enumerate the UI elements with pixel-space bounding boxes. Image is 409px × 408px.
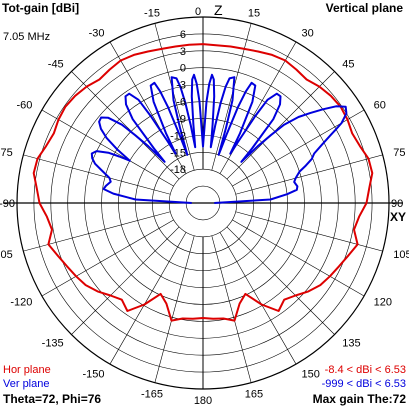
grid-spoke (232, 219, 365, 297)
angle-label: 180 (194, 395, 212, 407)
angle-label: 60 (374, 100, 386, 112)
angle-label: 105 (393, 249, 409, 261)
legend-hor-plane: Hor plane (3, 364, 51, 376)
grid-spoke (211, 235, 252, 383)
theta-phi-readout: Theta=72, Phi=76 (3, 392, 102, 406)
angle-label: 120 (374, 297, 392, 309)
grid-spoke (23, 211, 171, 252)
angle-label: 150 (302, 369, 320, 381)
grid-spoke (71, 71, 180, 180)
angle-label: -15 (144, 8, 160, 20)
grid-spoke (154, 23, 195, 171)
angle-label: 0 (195, 6, 201, 18)
plane-title: Vertical plane (325, 1, 403, 15)
series-ver-plane (90, 73, 348, 204)
radial-tick-label: 6 (180, 29, 186, 41)
radial-tick-label: -9 (176, 113, 186, 125)
angle-label: -75 (0, 147, 13, 159)
radial-tick-label: -15 (170, 147, 186, 159)
ver-gain-range: -999 < dBi < 6.53 (321, 378, 406, 390)
angle-label: -165 (141, 388, 163, 400)
axis-letter-xy: XY (390, 210, 406, 224)
angle-label: -60 (16, 100, 32, 112)
grid-spoke (226, 71, 335, 180)
angle-label: 90 (391, 198, 403, 210)
radial-tick-label: -18 (170, 164, 186, 176)
angle-label: -105 (0, 249, 13, 261)
grid-spoke (71, 226, 180, 335)
grid-spoke (41, 109, 174, 187)
axis-letter-z: Z (214, 2, 223, 18)
radial-tick-label: 0 (180, 63, 186, 75)
angle-label: 165 (245, 388, 263, 400)
angle-label: 75 (393, 147, 405, 159)
radial-tick-label: -3 (176, 80, 186, 92)
hor-gain-range: -8.4 < dBi < 6.53 (324, 364, 406, 376)
legend-ver-plane: Ver plane (3, 378, 50, 390)
radial-tick-label: 3 (180, 46, 186, 58)
grid-spoke (23, 154, 171, 195)
angle-label: -150 (82, 369, 104, 381)
grid-spoke (211, 23, 252, 171)
grid-spoke (154, 235, 195, 383)
grid-spoke (41, 219, 174, 297)
angle-label: -45 (48, 59, 64, 71)
polar-grid (3, 16, 403, 390)
angle-label: 135 (342, 337, 360, 349)
angle-label: -90 (0, 198, 15, 210)
frequency-label: 7.05 MHz (3, 31, 51, 43)
angle-label: -135 (42, 337, 64, 349)
grid-spoke (219, 232, 297, 365)
angle-label: 15 (248, 8, 260, 20)
grid-spoke (235, 211, 383, 252)
series-hor-plane (32, 43, 374, 322)
radial-tick-label: -6 (176, 97, 186, 109)
angle-label: 30 (302, 27, 314, 39)
grid-spoke (109, 232, 187, 365)
max-gain-readout: Max gain The:72 (312, 392, 406, 406)
series-layer (32, 43, 374, 322)
grid-spoke (235, 154, 383, 195)
angle-label: -120 (10, 297, 32, 309)
angle-label: 45 (342, 59, 354, 71)
grid-spoke (226, 226, 335, 335)
angle-label: -30 (89, 27, 105, 39)
gain-title: Tot-gain [dBi] (2, 1, 80, 15)
radial-tick-label: -12 (170, 130, 186, 142)
